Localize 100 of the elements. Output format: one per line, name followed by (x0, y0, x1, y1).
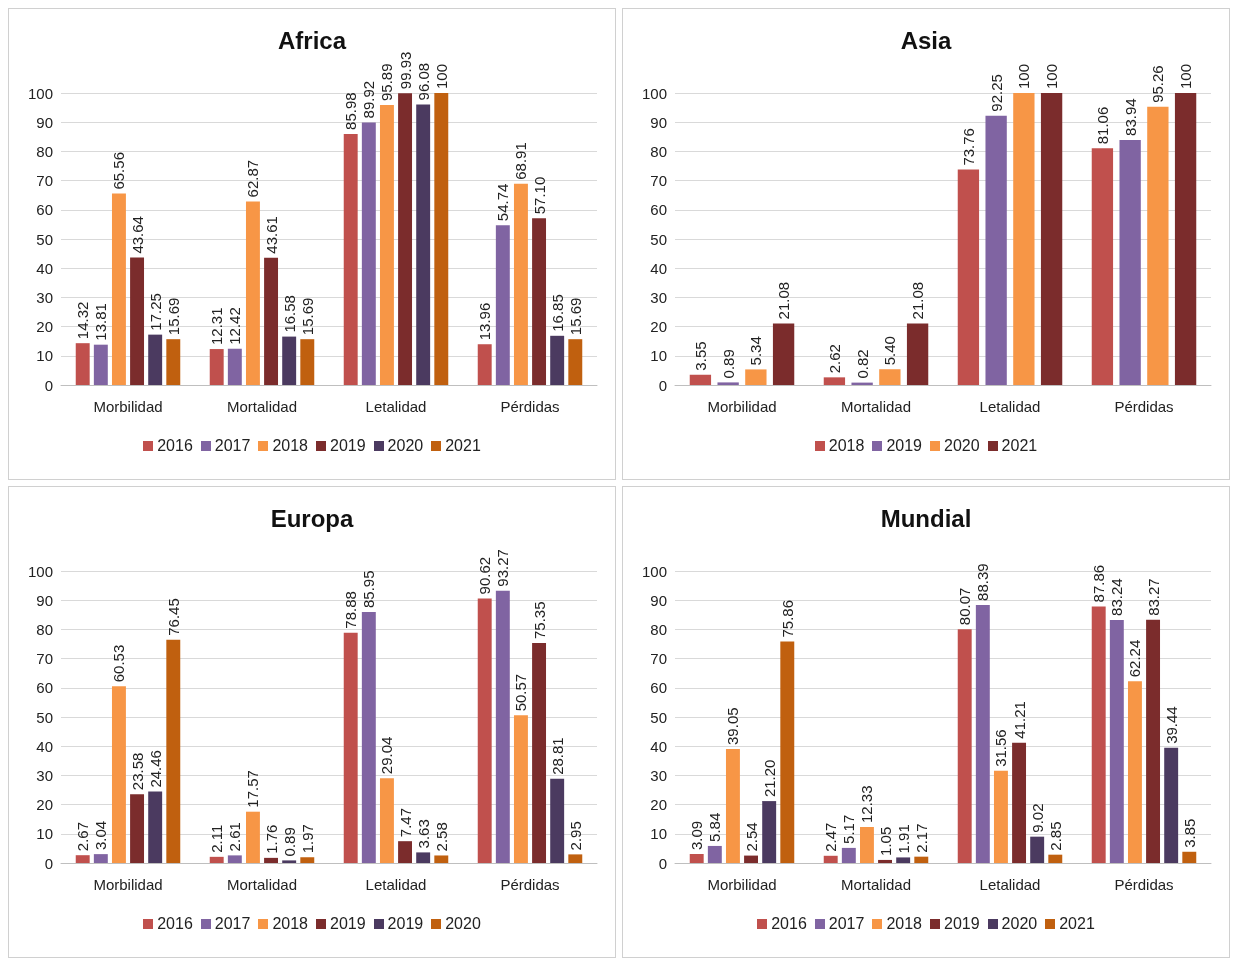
data-label: 92.25 (987, 74, 1005, 112)
bar (495, 225, 510, 385)
y-tick-label: 10 (650, 347, 667, 365)
data-label: 43.64 (128, 216, 146, 254)
legend-label: 2021 (1058, 915, 1095, 933)
bar (717, 382, 739, 385)
y-tick-label: 60 (650, 201, 667, 219)
legend-label: 2016 (770, 915, 807, 933)
data-label: 1.05 (876, 826, 894, 856)
data-label: 90.62 (476, 556, 494, 595)
y-tick-label: 60 (650, 679, 667, 697)
x-tick-label: Letalidad (365, 398, 427, 415)
bar (416, 104, 431, 385)
bar (343, 632, 358, 863)
x-tick-label: Mortalidad (226, 398, 298, 415)
x-tick-label: Mortalidad (840, 398, 912, 415)
bar (550, 335, 565, 385)
bar (772, 323, 795, 385)
data-label: 2.62 (825, 344, 843, 374)
bar (985, 115, 1007, 385)
data-label: 3.85 (1180, 818, 1198, 848)
bar (1012, 742, 1027, 863)
bar (689, 374, 712, 385)
bar (725, 748, 740, 863)
y-tick-label: 80 (650, 620, 667, 638)
bar (227, 348, 242, 385)
bar (264, 857, 279, 863)
data-label: 5.34 (747, 336, 765, 366)
data-label: 9.02 (1028, 803, 1046, 833)
y-tick-label: 10 (650, 825, 667, 843)
y-tick-label: 90 (36, 113, 53, 131)
data-label: 95.26 (1149, 65, 1167, 103)
y-tick-label: 70 (650, 172, 667, 190)
data-label: 15.69 (164, 297, 182, 336)
data-label: 41.21 (1010, 701, 1028, 739)
bar (130, 794, 145, 863)
legend-label: 2019 (329, 437, 366, 455)
bar (1146, 619, 1161, 863)
data-label: 93.27 (494, 549, 512, 587)
data-label: 100 (1177, 63, 1195, 89)
y-tick-label: 0 (44, 376, 53, 394)
bar (93, 344, 108, 385)
bar (93, 854, 108, 863)
bar (859, 827, 874, 863)
bar (975, 604, 990, 863)
bar (75, 855, 90, 863)
bar (130, 257, 145, 385)
y-tick-label: 40 (650, 737, 667, 755)
chart-title: Africa (277, 26, 347, 54)
data-label: 2.67 (74, 822, 92, 852)
y-tick-label: 20 (650, 796, 667, 814)
bar (823, 855, 838, 863)
bar (568, 339, 583, 385)
data-label: 73.76 (959, 128, 977, 166)
data-label: 12.31 (208, 307, 226, 346)
x-tick-label: Mortalidad (840, 876, 912, 893)
data-label: 0.89 (280, 827, 298, 857)
y-tick-label: 70 (36, 650, 53, 668)
data-label: 87.86 (1090, 564, 1108, 603)
data-label: 43.61 (262, 216, 280, 254)
bar (209, 349, 224, 385)
data-label: 81.06 (1093, 106, 1111, 145)
bar (841, 847, 856, 863)
data-label: 39.05 (724, 707, 742, 745)
bar (957, 629, 972, 863)
bar (762, 801, 777, 863)
legend-label: 2017 (213, 437, 251, 455)
data-label: 80.07 (956, 587, 974, 626)
bar (300, 857, 315, 863)
y-tick-label: 90 (36, 591, 53, 609)
data-label: 85.95 (360, 570, 378, 609)
y-tick-label: 80 (36, 620, 53, 638)
data-label: 83.27 (1144, 578, 1162, 616)
y-tick-label: 80 (650, 142, 667, 160)
legend-label: 2020 (386, 437, 424, 455)
data-label: 21.08 (775, 281, 793, 320)
data-label: 16.85 (548, 294, 566, 332)
data-label: 95.89 (378, 63, 396, 101)
legend-label: 2018 (271, 915, 308, 933)
bar (1109, 619, 1124, 863)
x-tick-label: Pérdidas (1114, 398, 1174, 415)
bar (282, 860, 297, 863)
bar (166, 639, 181, 863)
bar (896, 857, 911, 863)
bar (1119, 139, 1141, 385)
data-label: 68.91 (512, 142, 530, 180)
data-label: 21.20 (760, 759, 778, 798)
data-label: 78.88 (342, 591, 360, 629)
bar (532, 218, 547, 385)
bar (568, 854, 583, 863)
bar (379, 778, 394, 863)
x-tick-label: Pérdidas (1114, 876, 1174, 893)
bar (1164, 747, 1179, 863)
data-label: 99.93 (396, 51, 414, 90)
x-tick-label: Morbilidad (707, 876, 777, 893)
data-label: 0.89 (719, 349, 737, 379)
data-label: 96.08 (414, 62, 432, 101)
data-label: 3.04 (92, 820, 110, 851)
y-tick-label: 50 (650, 708, 667, 726)
x-tick-label: Pérdidas (500, 398, 560, 415)
